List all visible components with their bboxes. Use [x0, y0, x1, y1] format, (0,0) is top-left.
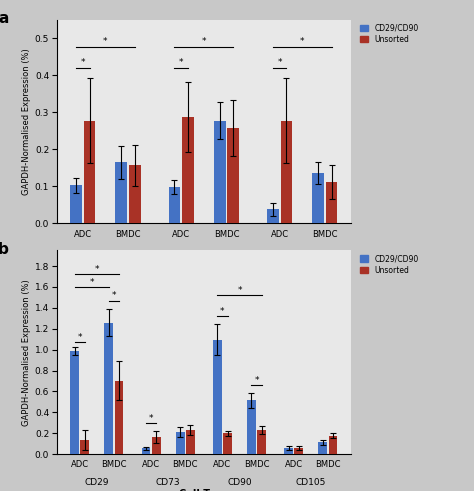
Bar: [70, 185, 82, 223]
Text: *: *: [237, 286, 242, 295]
Bar: [116, 162, 127, 223]
Text: CD90: CD90: [227, 478, 252, 487]
Bar: [129, 165, 141, 223]
Text: CD73: CD73: [156, 478, 181, 487]
Text: CD29: CD29: [84, 478, 109, 487]
Bar: [328, 436, 337, 454]
Bar: [228, 128, 239, 223]
Bar: [176, 432, 184, 454]
Bar: [104, 323, 113, 454]
Text: *: *: [77, 333, 82, 342]
Bar: [247, 400, 256, 454]
Text: *: *: [179, 57, 183, 67]
Bar: [214, 121, 226, 223]
Text: Nanog: Nanog: [189, 250, 219, 259]
Text: Lin28: Lin28: [93, 250, 118, 259]
Y-axis label: GAPDH-Normalised Expression (%): GAPDH-Normalised Expression (%): [22, 48, 31, 195]
Text: *: *: [201, 37, 206, 46]
Legend: CD29/CD90, Unsorted: CD29/CD90, Unsorted: [360, 254, 419, 274]
Text: CD105: CD105: [296, 478, 326, 487]
Text: *: *: [95, 265, 99, 274]
X-axis label: Cell Type: Cell Type: [179, 258, 229, 268]
Text: *: *: [81, 57, 85, 67]
Bar: [213, 340, 222, 454]
Bar: [186, 430, 195, 454]
Text: a: a: [0, 11, 9, 27]
Bar: [294, 448, 303, 454]
Bar: [284, 448, 293, 454]
Bar: [70, 351, 79, 454]
Y-axis label: GAPDH-Normalised Expression (%): GAPDH-Normalised Expression (%): [22, 279, 31, 426]
Bar: [142, 448, 150, 454]
Bar: [152, 437, 161, 454]
Bar: [169, 187, 180, 223]
Text: *: *: [112, 291, 116, 300]
Text: b: b: [0, 242, 9, 257]
Text: *: *: [90, 278, 94, 287]
Text: *: *: [103, 37, 108, 46]
Bar: [281, 121, 292, 223]
Bar: [81, 440, 89, 454]
Bar: [84, 121, 95, 223]
Bar: [326, 182, 337, 223]
X-axis label: Cell Type: Cell Type: [179, 489, 229, 491]
Bar: [312, 173, 324, 223]
Text: *: *: [255, 376, 259, 385]
Bar: [223, 434, 232, 454]
Bar: [267, 209, 279, 223]
Bar: [182, 117, 194, 223]
Bar: [257, 430, 266, 454]
Text: *: *: [149, 413, 153, 423]
Legend: CD29/CD90, Unsorted: CD29/CD90, Unsorted: [360, 24, 419, 44]
Bar: [319, 442, 327, 454]
Text: *: *: [220, 307, 225, 316]
Text: *: *: [277, 57, 282, 67]
Text: Sox2: Sox2: [291, 250, 313, 259]
Bar: [115, 381, 123, 454]
Text: *: *: [300, 37, 304, 46]
